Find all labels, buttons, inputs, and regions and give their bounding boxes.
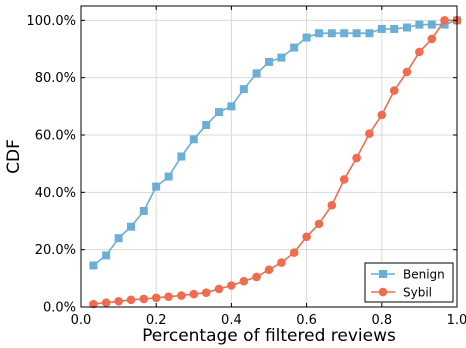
data-point-benign xyxy=(402,23,411,32)
data-point-benign xyxy=(164,172,173,181)
y-axis-title: CDF xyxy=(4,139,24,174)
data-point-benign xyxy=(327,29,336,38)
legend-label: Sybil xyxy=(403,286,432,300)
data-point-sybil xyxy=(377,110,387,120)
data-point-sybil xyxy=(189,289,199,299)
y-tick-label: 60.0% xyxy=(35,129,76,144)
series-sybil xyxy=(89,16,462,309)
plot-frame xyxy=(80,5,458,308)
data-point-sybil xyxy=(89,299,98,309)
data-point-benign xyxy=(415,20,424,29)
data-point-benign xyxy=(390,24,399,33)
x-tick-label: 0.0 xyxy=(71,313,92,328)
data-point-sybil xyxy=(164,292,173,301)
data-point-sybil xyxy=(151,293,161,303)
data-point-sybil xyxy=(365,129,374,138)
data-point-benign xyxy=(189,135,198,144)
data-point-benign xyxy=(277,53,286,62)
data-point-benign xyxy=(214,108,223,117)
x-axis-title: Percentage of filtered reviews xyxy=(142,326,396,346)
axis-ticks: 0.0 0.2 0.4 0.6 0.8 1.0 0.0% 20.0% 40.0% 60.0% 80.… xyxy=(26,6,466,328)
data-point-sybil xyxy=(114,296,123,306)
legend-label: Benign xyxy=(403,268,445,282)
data-point-benign xyxy=(302,33,311,42)
data-point-sybil xyxy=(139,294,149,304)
data-point-sybil xyxy=(264,265,274,275)
data-point-benign xyxy=(290,43,299,52)
data-point-benign xyxy=(252,69,261,78)
y-tick-label: 80.0% xyxy=(35,71,76,86)
data-point-benign xyxy=(377,24,386,33)
data-point-sybil xyxy=(239,276,249,286)
data-point-benign xyxy=(265,57,273,66)
x-tick-label: 0.2 xyxy=(146,313,167,328)
data-point-sybil xyxy=(427,34,437,44)
data-point-sybil xyxy=(352,153,361,163)
x-tick-label: 0.4 xyxy=(221,313,242,328)
data-point-benign xyxy=(139,206,148,215)
y-tick-label: 20.0% xyxy=(35,243,76,258)
data-point-benign xyxy=(352,29,361,38)
data-point-sybil xyxy=(440,16,449,25)
data-point-sybil xyxy=(339,175,349,184)
legend-marker-circle xyxy=(378,287,388,297)
x-tick-label: 0.6 xyxy=(296,313,317,328)
data-point-benign xyxy=(152,182,161,191)
data-point-sybil xyxy=(227,281,236,290)
data-point-benign xyxy=(239,85,248,94)
data-point-sybil xyxy=(327,200,337,210)
y-tick-label: 100.0% xyxy=(26,14,76,29)
data-point-benign xyxy=(340,29,349,38)
data-point-benign xyxy=(315,29,324,38)
y-tick-label: 40.0% xyxy=(35,186,76,201)
data-point-sybil xyxy=(302,232,311,242)
data-point-sybil xyxy=(214,284,224,294)
data-point-benign xyxy=(365,29,374,38)
data-point-benign xyxy=(202,120,211,129)
data-point-sybil xyxy=(252,272,261,282)
data-point-sybil xyxy=(289,248,299,257)
data-point-sybil xyxy=(402,67,412,77)
data-point-sybil xyxy=(415,47,424,57)
data-point-sybil xyxy=(389,86,399,95)
data-point-benign xyxy=(177,152,186,161)
data-point-benign xyxy=(89,261,98,270)
data-point-sybil xyxy=(101,298,111,308)
data-point-benign xyxy=(227,102,236,111)
legend-marker-square xyxy=(379,270,387,278)
data-point-benign xyxy=(127,222,136,231)
data-point-sybil xyxy=(314,219,324,229)
x-tick-label: 1.0 xyxy=(447,313,466,328)
legend: Benign Sybil xyxy=(364,262,454,303)
data-point-sybil xyxy=(277,258,286,267)
series-benign xyxy=(89,16,461,270)
data-point-sybil xyxy=(177,291,186,300)
data-point-benign xyxy=(102,251,111,260)
x-tick-label: 0.8 xyxy=(371,313,392,328)
data-point-sybil xyxy=(126,295,136,305)
y-tick-label: 0.0% xyxy=(43,301,76,316)
series-line-sybil xyxy=(93,19,457,305)
series-line-benign xyxy=(92,19,458,267)
series-layer xyxy=(89,16,462,309)
data-point-benign xyxy=(427,20,436,29)
grid-lines xyxy=(81,6,457,307)
legend-box xyxy=(364,262,454,303)
data-point-benign xyxy=(114,234,123,243)
data-point-sybil xyxy=(201,288,211,297)
